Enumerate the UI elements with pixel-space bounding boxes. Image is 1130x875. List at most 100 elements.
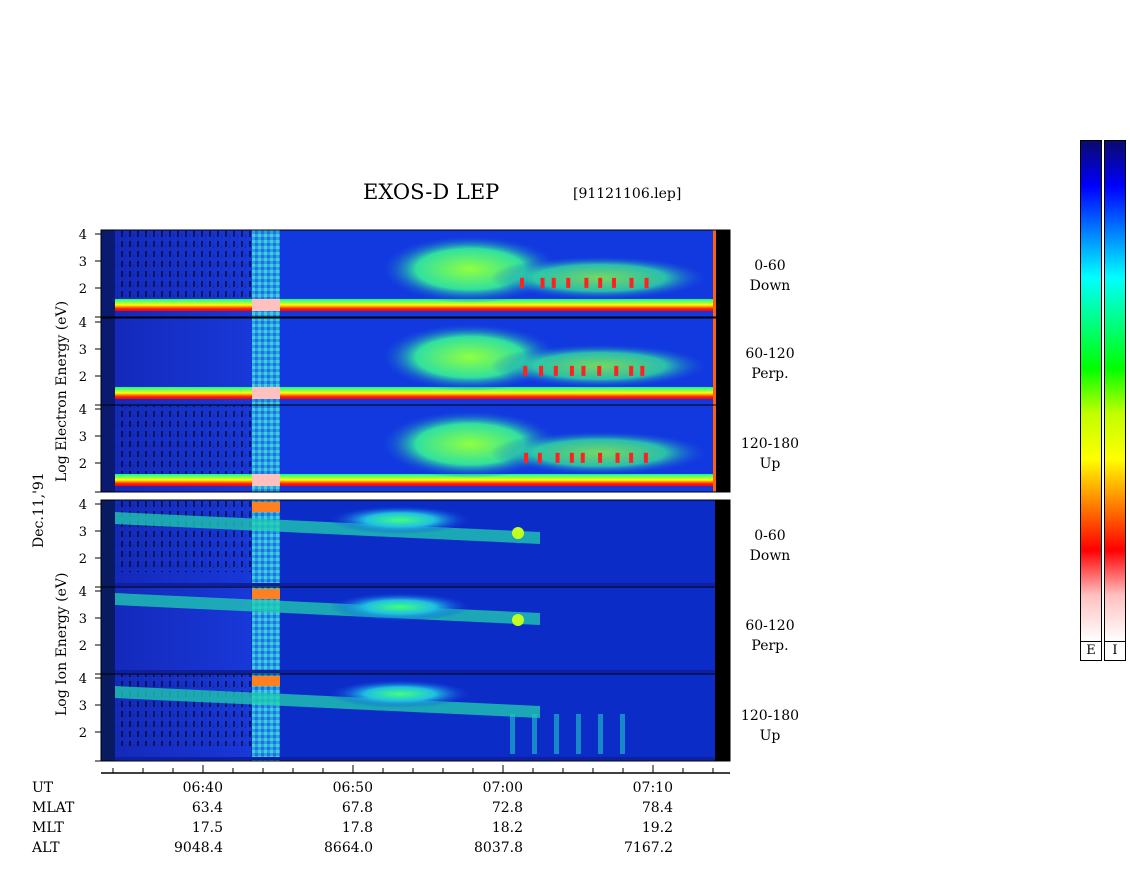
panel-label-ion-down: 0-60 Down <box>730 526 810 566</box>
species-separator <box>101 493 730 499</box>
red-spike <box>640 365 645 376</box>
pitch-direction: Down <box>749 548 791 564</box>
chart-title: EXOS-D LEP <box>363 180 500 204</box>
panel-bottom-shade <box>115 670 715 673</box>
ion-flux-blob <box>330 680 470 708</box>
ut-tick-label: 06:40 <box>182 780 223 796</box>
y-tick-label: 4 <box>79 316 87 331</box>
pitch-angle-range: 120-180 <box>740 436 800 452</box>
red-spike <box>584 277 589 288</box>
gap-band-highlight <box>252 502 280 512</box>
y-tick-label: 3 <box>79 430 87 445</box>
right-edge-line <box>713 318 716 405</box>
pitch-direction: Down <box>749 278 791 294</box>
gap-band-highlight <box>252 299 280 311</box>
y-tick-label: 3 <box>79 699 87 714</box>
mlt-value: 17.5 <box>191 820 223 836</box>
red-spike <box>629 365 634 376</box>
red-spike <box>614 365 619 376</box>
electron-low-energy-band <box>115 299 715 311</box>
red-spike <box>615 452 620 463</box>
alt-value: 8664.0 <box>324 840 373 856</box>
red-spike <box>629 452 634 463</box>
red-spike <box>566 277 571 288</box>
y-tick-label: 4 <box>79 585 87 600</box>
mlt-value: 19.2 <box>641 820 673 836</box>
pitch-direction: Perp. <box>751 638 789 654</box>
gap-band-highlight <box>252 676 280 686</box>
y-tick-label: 3 <box>79 525 87 540</box>
mlat-value: 72.8 <box>491 800 523 816</box>
ion-colorbar <box>1104 140 1126 642</box>
edge-strip <box>101 500 115 587</box>
panel-label-ion-perp: 60-120 Perp. <box>730 616 810 656</box>
y-tick-label: 3 <box>79 612 87 627</box>
y-tick-label: 4 <box>79 403 87 418</box>
row-label-mlt: MLT <box>32 820 64 836</box>
panel-label-electron-perp: 60-120 Perp. <box>730 344 810 384</box>
red-spike <box>551 277 556 288</box>
row-label-mlat: MLAT <box>32 800 75 816</box>
edge-strip <box>101 405 115 492</box>
alt-value: 7167.2 <box>624 840 673 856</box>
spectrogram-panel <box>101 587 730 674</box>
pitch-direction: Perp. <box>751 366 789 382</box>
edge-strip <box>101 230 115 317</box>
panel-border <box>100 229 731 318</box>
data-gap-band <box>252 500 280 587</box>
right-edge <box>715 500 730 587</box>
gap-band-highlight <box>252 474 280 486</box>
row-label-ut: UT <box>32 780 54 796</box>
electron-colorbar-label: E <box>1080 641 1102 661</box>
ion-spike <box>510 714 515 754</box>
mlat-value: 78.4 <box>641 800 673 816</box>
y-tick-label: 2 <box>79 370 87 385</box>
red-spike <box>644 277 649 288</box>
y-tick-label: 3 <box>79 255 87 270</box>
red-spike <box>580 452 585 463</box>
red-spike <box>598 277 603 288</box>
red-spike <box>555 452 560 463</box>
right-edge <box>715 587 730 674</box>
pitch-angle-range: 60-120 <box>745 618 795 634</box>
red-spike <box>539 365 544 376</box>
red-spike <box>629 277 634 288</box>
panel-label-electron-up: 120-180 Up <box>730 434 810 474</box>
panel-border <box>100 404 731 493</box>
red-spike <box>598 452 603 463</box>
gap-band-highlight <box>252 589 280 599</box>
panel-label-electron-down: 0-60 Down <box>730 256 810 296</box>
pitch-angle-range: 0-60 <box>754 258 786 274</box>
right-edge <box>715 674 730 761</box>
ion-hotspot <box>512 614 524 626</box>
ion-colorbar-label: I <box>1104 641 1126 661</box>
noise-speckle <box>113 674 251 746</box>
right-edge <box>715 230 730 317</box>
pitch-angle-range: 0-60 <box>754 528 786 544</box>
electron-low-energy-band <box>115 387 715 399</box>
spectrogram-panel <box>101 230 730 317</box>
ion-energy-band <box>115 686 540 718</box>
ut-tick-label: 07:00 <box>482 780 523 796</box>
electron-colorbar <box>1080 140 1102 642</box>
y-tick-label: 3 <box>79 343 87 358</box>
pitch-direction: Up <box>759 728 781 744</box>
red-spike <box>523 365 528 376</box>
electron-y-axis-label: Log Electron Energy (eV) <box>54 300 70 482</box>
red-spike <box>520 277 525 288</box>
ut-tick-label: 07:10 <box>632 780 673 796</box>
spectrogram-panel <box>101 318 730 405</box>
ion-spike <box>576 714 581 754</box>
panel-bottom-shade <box>115 757 715 760</box>
ion-energy-band <box>115 512 540 544</box>
alt-value: 9048.4 <box>174 840 223 856</box>
noise-speckle <box>113 500 251 572</box>
right-edge <box>715 318 730 405</box>
row-label-alt: ALT <box>32 840 60 856</box>
file-name: [91121106.lep] <box>573 186 682 202</box>
pitch-direction: Up <box>759 456 781 472</box>
red-spike <box>643 452 648 463</box>
red-spike <box>569 365 574 376</box>
ion-spike <box>620 714 625 754</box>
